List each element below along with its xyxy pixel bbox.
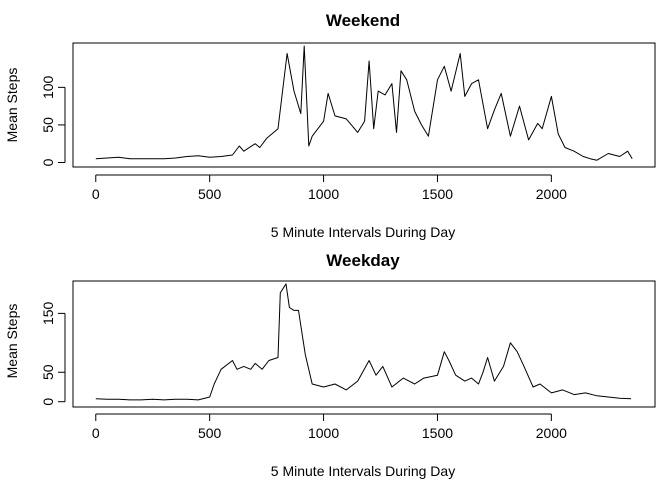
y-tick-label: 0 <box>40 158 56 166</box>
x-tick-label: 1000 <box>308 186 339 202</box>
x-tick-label: 0 <box>92 425 100 441</box>
chart-title-weekend: Weekend <box>326 11 400 30</box>
y-tick-label: 150 <box>40 301 56 325</box>
y-axis-weekend: 0 50 100 <box>40 75 66 166</box>
series-line-weekend <box>95 45 633 161</box>
x-tick-label: 500 <box>198 425 222 441</box>
y-axis-label-weekday: Mean Steps <box>4 304 20 379</box>
x-tick-label: 2000 <box>536 186 567 202</box>
x-tick-label: 1000 <box>308 425 339 441</box>
panel-weekend: Weekend 0 500 1000 1500 2000 0 50 100 5 Minute… <box>4 11 656 240</box>
x-axis-label-weekday: 5 Minute Intervals During Day <box>271 463 455 479</box>
y-tick-label: 50 <box>40 364 56 380</box>
x-axis-label-weekend: 5 Minute Intervals During Day <box>271 224 455 240</box>
x-tick-label: 1500 <box>422 186 453 202</box>
y-axis-label-weekend: Mean Steps <box>4 68 20 143</box>
x-tick-label: 500 <box>198 186 222 202</box>
x-axis-weekday: 0 500 1000 1500 2000 <box>92 413 567 441</box>
plot-frame-weekday <box>72 280 656 408</box>
x-tick-label: 1500 <box>422 425 453 441</box>
y-tick-label: 50 <box>40 117 56 133</box>
chart-title-weekday: Weekday <box>326 251 400 270</box>
x-tick-label: 2000 <box>536 425 567 441</box>
y-tick-label: 100 <box>40 75 56 99</box>
panel-weekday: Weekday 0 500 1000 1500 2000 0 50 150 5 Minute… <box>4 251 656 479</box>
x-tick-label: 0 <box>92 186 100 202</box>
x-axis-weekend: 0 500 1000 1500 2000 <box>92 174 567 202</box>
y-tick-label: 0 <box>40 398 56 406</box>
plot-frame-weekend <box>72 42 656 168</box>
series-line-weekday <box>95 283 632 401</box>
y-axis-weekday: 0 50 150 <box>40 301 66 406</box>
